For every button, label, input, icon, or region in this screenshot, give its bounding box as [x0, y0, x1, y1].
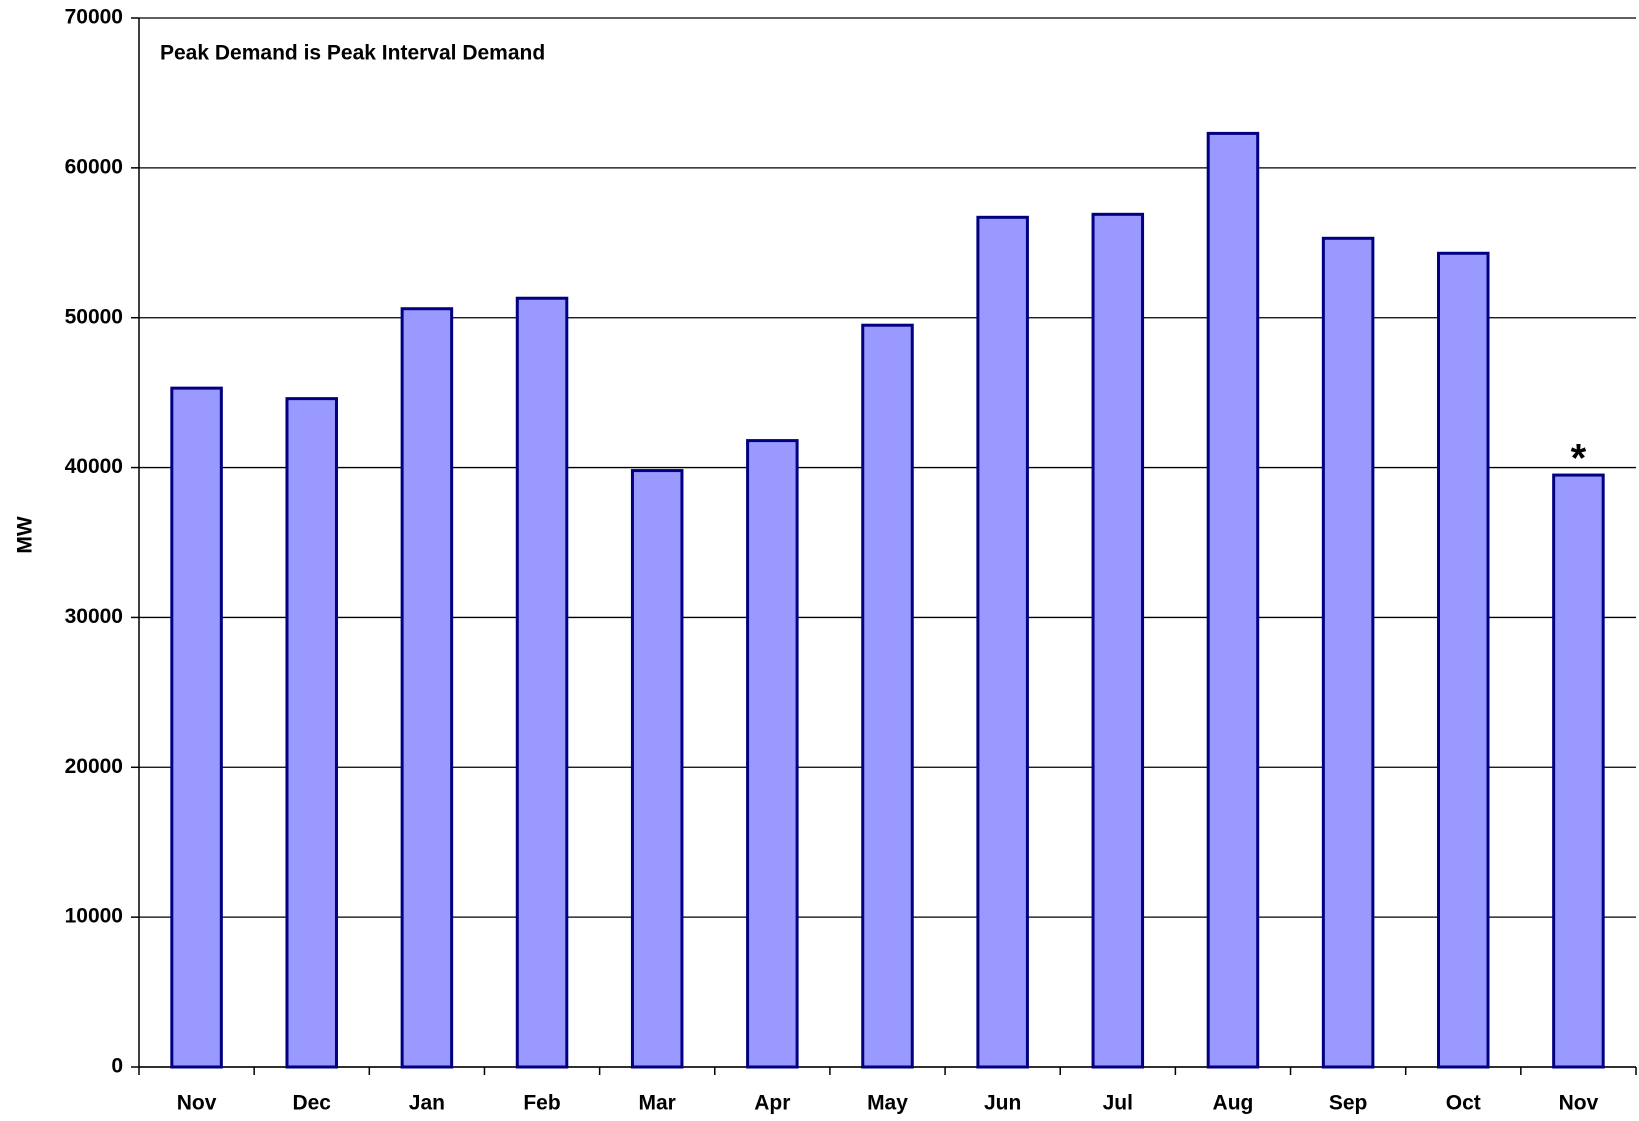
x-tick-label: Dec [292, 1092, 331, 1115]
bar-annotation: * [1571, 437, 1587, 481]
x-tick-label: Feb [523, 1092, 560, 1115]
bar [630, 469, 684, 1069]
y-tick-label: 0 [111, 1055, 123, 1078]
bar [400, 307, 454, 1069]
x-tick-label: Mar [639, 1092, 676, 1115]
bar [285, 397, 338, 1069]
x-tick-label: Apr [754, 1092, 790, 1115]
y-axis-label: MW [14, 516, 37, 553]
x-tick-label: Aug [1213, 1092, 1254, 1115]
bar [1206, 131, 1260, 1069]
bar [1091, 212, 1145, 1069]
y-tick-label: 60000 [65, 155, 123, 178]
x-tick-label: Jul [1103, 1092, 1133, 1115]
y-tick-label: 30000 [65, 605, 123, 628]
y-tick-label: 40000 [65, 455, 123, 478]
y-tick-label: 50000 [65, 305, 123, 328]
x-tick-label: Nov [177, 1092, 217, 1115]
bar [1552, 473, 1605, 1069]
y-tick-label: 20000 [65, 755, 123, 778]
bar [1321, 236, 1375, 1069]
bar [746, 439, 799, 1069]
y-tick-label: 10000 [65, 905, 123, 928]
bar [861, 323, 914, 1069]
bar [976, 215, 1029, 1069]
x-tick-label: Nov [1559, 1092, 1599, 1115]
bar [170, 386, 223, 1069]
annotation: Peak Demand is Peak Interval Demand [160, 42, 545, 65]
bar [1437, 251, 1490, 1069]
bar [515, 296, 569, 1069]
x-tick-label: Oct [1446, 1092, 1481, 1115]
x-tick-label: Jan [409, 1092, 445, 1115]
y-tick-label: 70000 [65, 6, 123, 29]
x-tick-label: May [867, 1092, 908, 1115]
x-tick-label: Jun [984, 1092, 1021, 1115]
x-tick-label: Sep [1329, 1092, 1368, 1115]
